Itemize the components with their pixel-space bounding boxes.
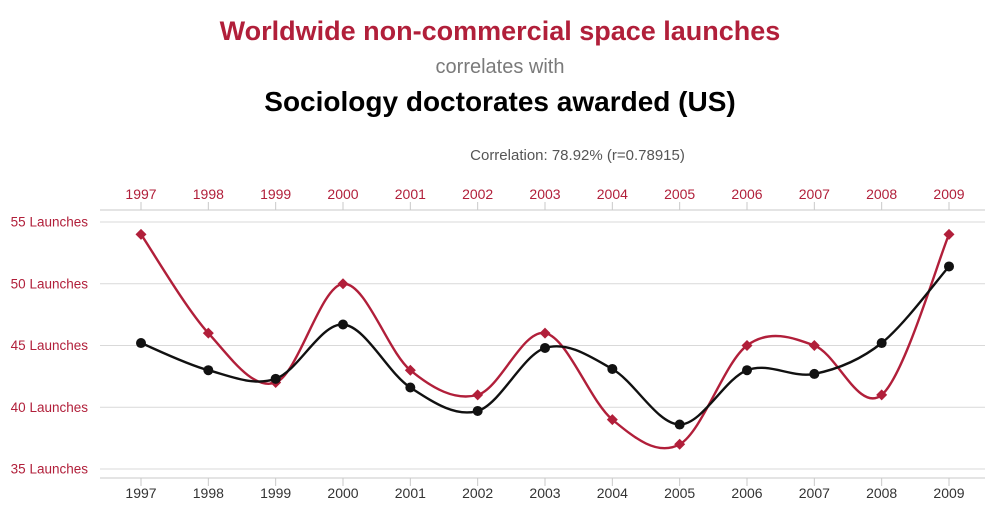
top-axis-year-label: 2004 [597,186,628,202]
marker-circle-sociology-doctorates [741,365,752,376]
marker-diamond-space-launches [472,389,484,401]
line-chart: 55 Launches 50 Launches 45 Launches 40 Laun… [11,186,985,501]
bottom-axis-year-label: 2008 [866,485,897,501]
correlation-text: Correlation: 78.92% (r=0.78915) [470,147,685,164]
bottom-axis-year-label: 2004 [597,485,628,501]
marker-circle-sociology-doctorates [943,261,954,272]
marker-diamond-space-launches [404,364,416,376]
top-axis-year-label: 2002 [462,186,493,202]
top-axis-year-label: 2008 [866,186,897,202]
top-axis-year-label: 2007 [799,186,830,202]
marker-circle-sociology-doctorates [405,382,416,393]
marker-diamond-space-launches [539,327,551,339]
top-axis-year-label: 1999 [260,186,291,202]
top-axis-year-label: 2009 [933,186,964,202]
top-axis-year-label: 2005 [664,186,695,202]
top-axis-year-label: 2000 [327,186,358,202]
marker-diamond-space-launches [135,228,147,240]
marker-diamond-space-launches [674,438,686,450]
marker-diamond-space-launches [808,340,820,351]
marker-circle-sociology-doctorates [607,363,618,374]
bottom-axis-year-label: 1999 [260,485,291,501]
top-axis-year-label: 2003 [529,186,560,202]
bottom-axis-year-label: 1997 [125,485,156,501]
marker-circle-sociology-doctorates [472,405,483,416]
y-axis-label: 50 Launches [11,276,89,291]
marker-circle-sociology-doctorates [136,338,146,349]
y-axis-label: 40 Launches [11,400,89,415]
bottom-axis-year-label: 1998 [193,485,224,501]
marker-diamond-space-launches [943,228,955,240]
bottom-axis-year-label: 2002 [462,485,493,501]
connector-text: correlates with [435,56,565,78]
title-red-series: Worldwide non-commercial space launches [219,16,781,46]
marker-circle-sociology-doctorates [674,419,685,430]
title-black-series: Sociology doctorates awarded (US) [264,86,736,117]
marker-diamond-space-launches [606,414,618,426]
top-axis-year-label: 1998 [193,186,224,202]
bottom-axis-year-label: 2007 [799,485,830,501]
marker-circle-sociology-doctorates [876,338,887,349]
series-line-space-launches [139,233,951,450]
top-axis-year-label: 1997 [125,186,156,202]
marker-diamond-space-launches [876,389,888,401]
marker-circle-sociology-doctorates [203,365,214,376]
y-axis-label: 45 Launches [11,338,89,353]
top-axis-year-label: 2006 [731,186,762,202]
bottom-axis-year-label: 2006 [731,485,762,501]
marker-circle-sociology-doctorates [809,368,820,379]
y-axis-label: 35 Launches [11,462,89,477]
top-axis-year-label: 2001 [395,186,426,202]
marker-circle-sociology-doctorates [270,373,281,384]
marker-circle-sociology-doctorates [337,319,348,330]
marker-diamond-space-launches [741,340,753,351]
bottom-axis-year-label: 2001 [395,485,426,501]
y-axis-label: 55 Launches [11,215,89,230]
bottom-axis-year-label: 2000 [327,485,358,501]
marker-diamond-space-launches [202,327,214,339]
marker-circle-sociology-doctorates [539,342,550,353]
bottom-axis-year-label: 2009 [933,485,964,501]
marker-diamond-space-launches [337,278,349,290]
bottom-axis-year-label: 2003 [529,485,560,501]
bottom-axis-year-label: 2005 [664,485,695,501]
